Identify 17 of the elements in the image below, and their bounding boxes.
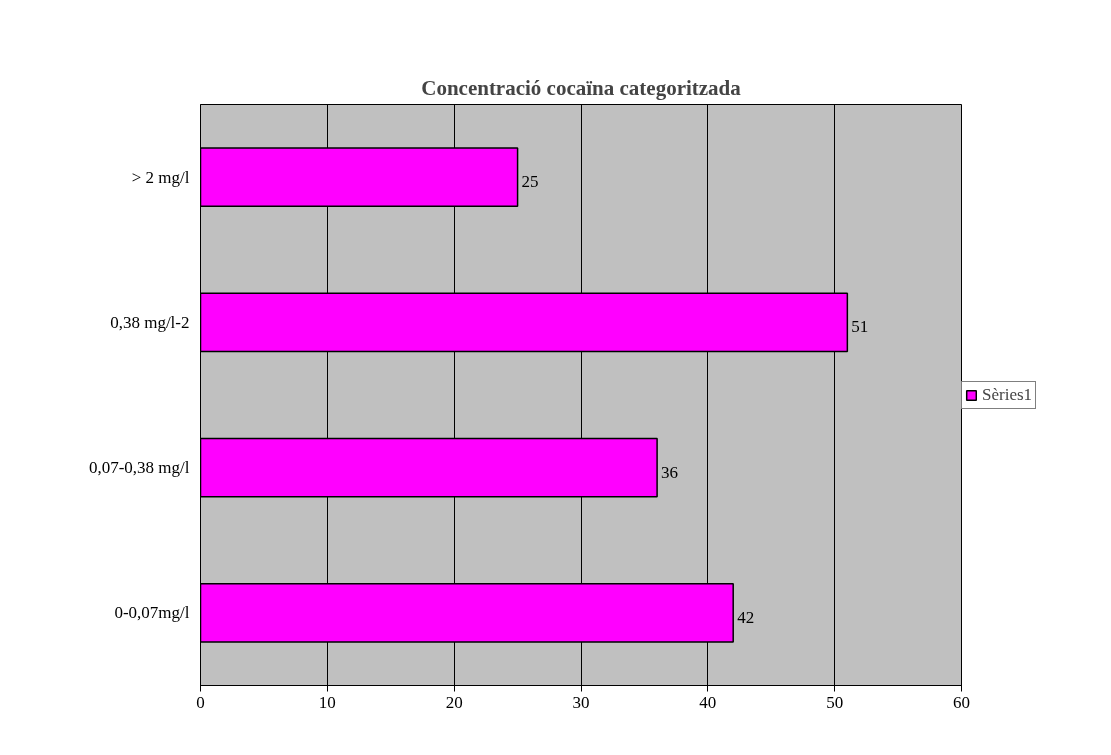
x-tick-label: 20 — [445, 692, 463, 712]
x-tick-label: 60 — [953, 692, 970, 712]
x-tick-label: 50 — [826, 692, 844, 712]
x-tick-label: 0 — [196, 692, 205, 712]
data-label: 25 — [521, 172, 539, 192]
y-tick-label: > 2 mg/l — [131, 167, 190, 187]
data-label: 36 — [661, 462, 679, 482]
data-label: 42 — [737, 607, 755, 627]
y-tick-label: 0-0,07mg/l — [114, 603, 190, 623]
legend-label: Sèries1 — [982, 384, 1033, 405]
x-tick-label: 40 — [699, 692, 717, 712]
x-tick-label: 30 — [572, 692, 590, 712]
chart-title: Concentració cocaïna categoritzada — [421, 75, 742, 100]
y-tick-label: 0,38 mg/l-2 — [110, 312, 190, 332]
x-tick-label: 10 — [318, 692, 336, 712]
data-label: 51 — [851, 317, 869, 337]
y-tick-label: 0,07-0,38 mg/l — [88, 458, 190, 478]
